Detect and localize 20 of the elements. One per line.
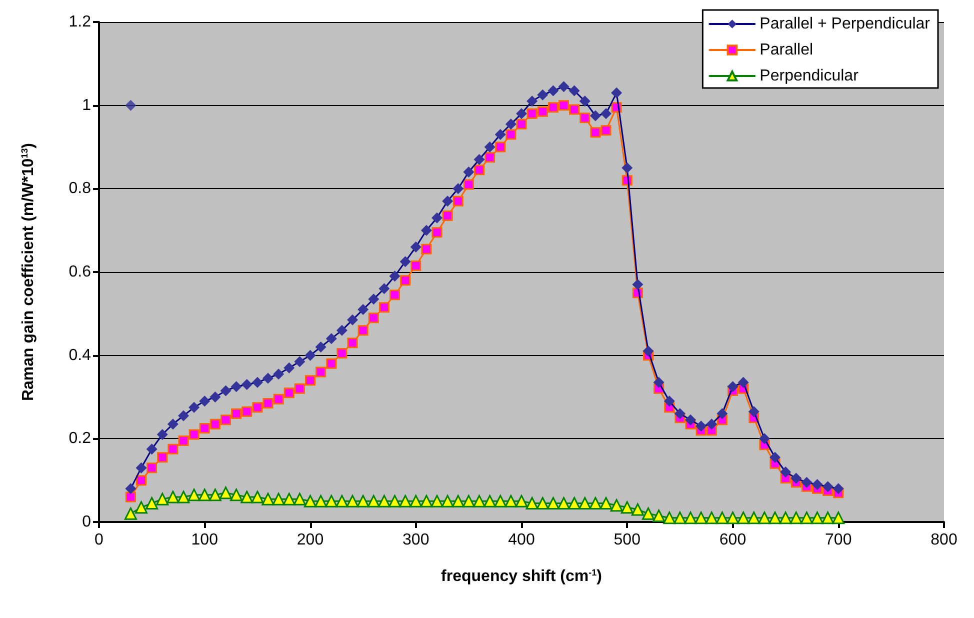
- x-tick-label: 300: [402, 532, 430, 548]
- legend-label: Parallel + Perpendicular: [760, 16, 931, 32]
- y-tick-label: 0.4: [68, 346, 92, 364]
- y-tick-label: 1.2: [68, 14, 92, 30]
- y-tick-label: 1: [82, 96, 92, 114]
- y-tick-label: 0.2: [68, 430, 92, 448]
- x-tick-label: 0: [94, 532, 104, 548]
- x-tick-label: 700: [825, 532, 852, 548]
- x-tick-label: 400: [508, 532, 535, 548]
- x-tick-label: 100: [191, 532, 218, 548]
- x-tick-label: 200: [296, 532, 324, 548]
- legend-label: Perpendicular: [760, 68, 860, 84]
- y-tick-label: 0: [82, 514, 92, 530]
- x-tick-label: 500: [614, 532, 641, 548]
- legend-label: Parallel: [760, 42, 814, 58]
- y-tick-label: 0.6: [68, 264, 92, 280]
- y-axis-title: Raman gain coefficient (m/W*1013): [20, 142, 37, 402]
- y-tick-label: 0.8: [68, 180, 92, 198]
- x-tick-label: 600: [719, 532, 746, 548]
- x-tick-label: 800: [930, 532, 958, 548]
